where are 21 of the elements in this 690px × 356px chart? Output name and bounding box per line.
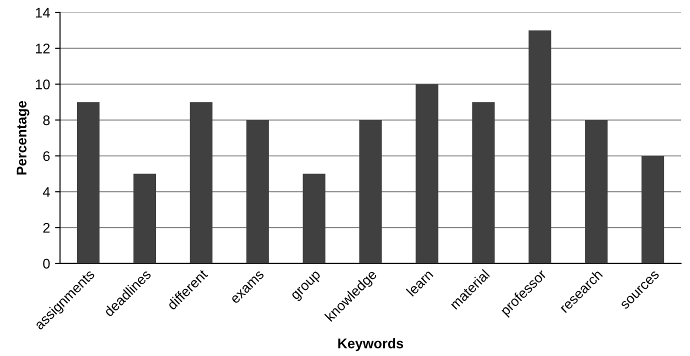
bar	[416, 84, 438, 264]
x-axis-title: Keywords	[338, 338, 404, 352]
bar	[133, 174, 156, 264]
y-tick-label: 2	[43, 222, 50, 233]
y-tick-label: 14	[36, 8, 50, 18]
bar	[642, 156, 664, 264]
bar	[359, 120, 382, 264]
y-tick-label: 8	[43, 115, 50, 126]
bar	[190, 102, 212, 264]
y-tick-label: 6	[43, 151, 50, 162]
bar	[585, 120, 608, 264]
y-tick-label: 10	[36, 80, 50, 90]
y-tick-label: 4	[42, 187, 50, 197]
y-tick-label: 12	[36, 44, 50, 54]
bar	[528, 30, 552, 264]
y-tick-label: 0	[43, 258, 50, 269]
bar	[76, 102, 100, 264]
bar	[302, 174, 326, 264]
bar	[246, 120, 269, 264]
y-axis-title: Percentage	[16, 100, 30, 174]
bar	[472, 102, 495, 264]
